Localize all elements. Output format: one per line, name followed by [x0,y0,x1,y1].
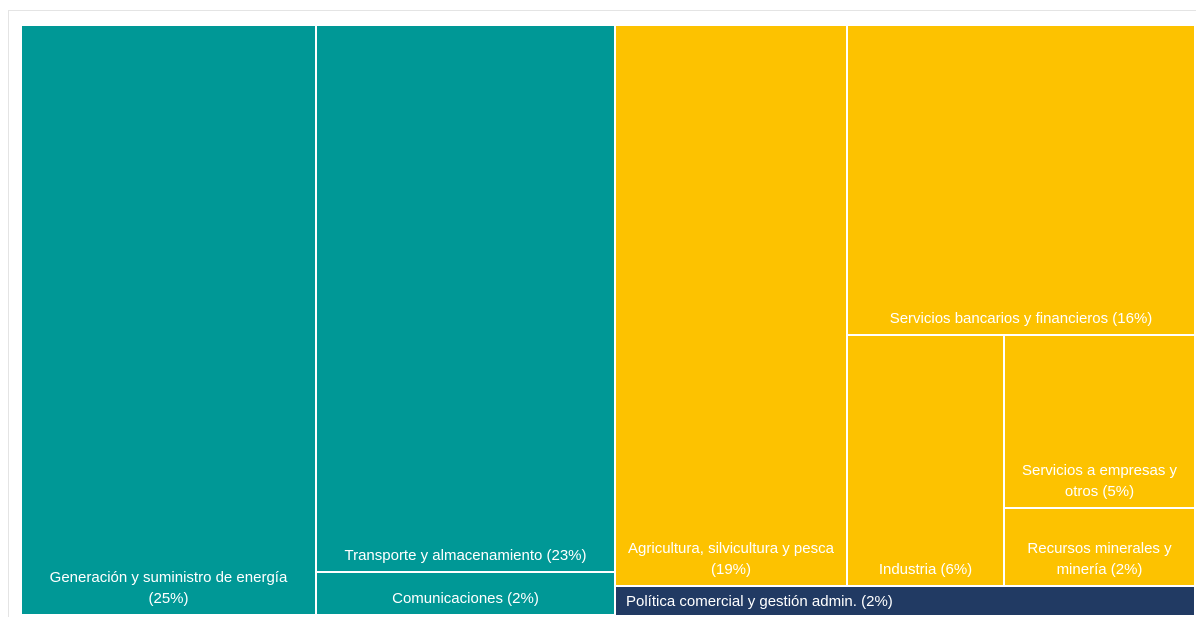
tile-label: Servicios bancarios y financieros (16%) [889,310,1153,327]
tile-label: Comunicaciones (2%) [392,590,539,607]
tile-agricultura: Agricultura, silvicultura y pesca (19%) [614,24,848,587]
tile-label: Recursos minerales y minería (2%) [1027,540,1172,578]
tile-label: Servicios a empresas y otros (5%) [1021,462,1178,500]
tile-industria: Industria (6%) [846,334,1005,587]
chart-frame [8,10,1196,617]
tile-label: Generación y suministro de energía (25%) [49,569,288,607]
tile-transporte: Transporte y almacenamiento (23%) [315,24,616,573]
tile-label: Transporte y almacenamiento (23%) [344,547,587,564]
tile-energia: Generación y suministro de energía (25%) [20,24,317,616]
tile-minerales: Recursos minerales y minería (2%) [1003,507,1196,587]
tile-empresas: Servicios a empresas y otros (5%) [1003,334,1196,509]
tile-politica: Política comercial y gestión admin. (2%) [614,585,1196,617]
tile-bancarios: Servicios bancarios y financieros (16%) [846,24,1196,336]
tile-comunicaciones: Comunicaciones (2%) [315,571,616,616]
tile-label: Industria (6%) [878,561,973,578]
tile-label: Agricultura, silvicultura y pesca (19%) [628,540,834,578]
tile-label: Política comercial y gestión admin. (2%) [626,593,893,610]
